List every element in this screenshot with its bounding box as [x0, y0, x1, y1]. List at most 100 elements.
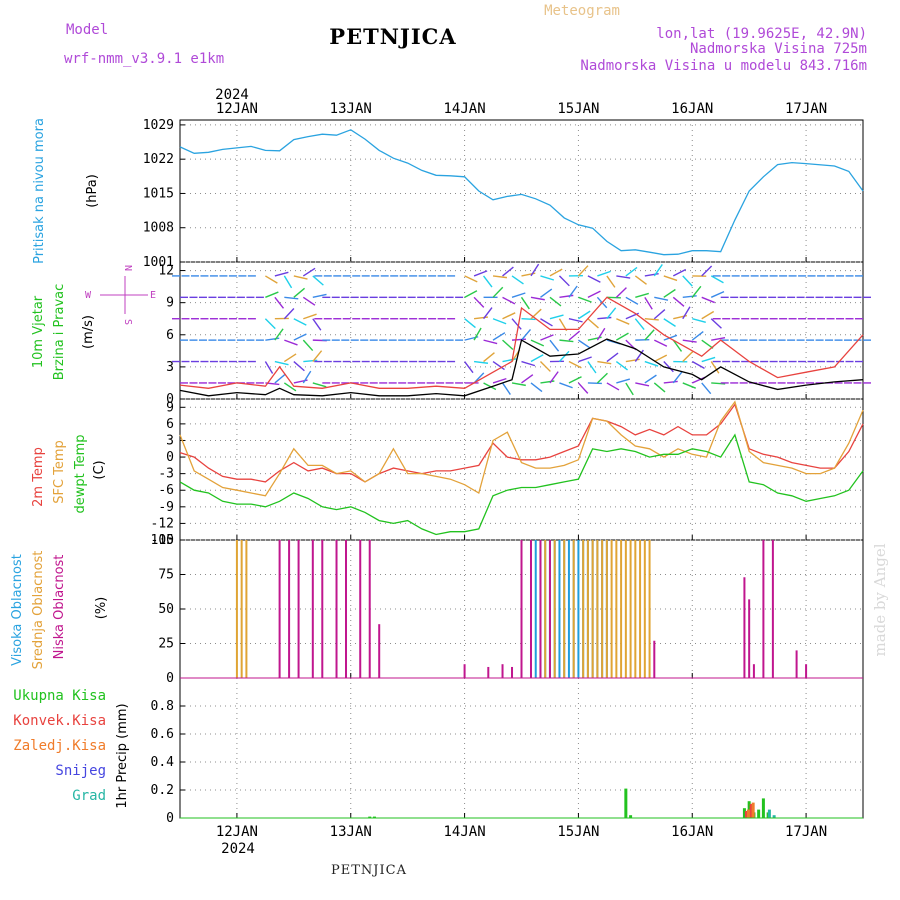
temperature-y-tick-label: -15 — [151, 533, 174, 548]
temperature-ylabel: 2m Temp SFC Temp dewpt Temp (C) — [31, 434, 107, 513]
cloud-low-bar — [748, 599, 751, 678]
wind-arrow — [521, 318, 536, 321]
wind-arrow — [312, 382, 327, 388]
pressure-y-tick-label: 1008 — [143, 221, 174, 236]
wind-arrow — [682, 351, 694, 363]
wind-arrow — [606, 275, 616, 288]
wind-arrow — [464, 275, 478, 283]
wind-arrow — [644, 374, 657, 384]
wind-arrow — [540, 318, 553, 327]
wind-arrow — [312, 293, 327, 299]
cloud-high-bar — [577, 540, 580, 678]
wind-arrow — [691, 360, 705, 369]
legend-total-rain: Ukupna Kisa — [13, 688, 106, 704]
wind-arrow — [302, 267, 316, 277]
wind-arrow — [483, 339, 498, 345]
wind-arrow — [672, 339, 683, 352]
cloud-ylabel-high: Visoka Oblacnost — [10, 554, 25, 666]
wind-arrow — [540, 288, 553, 298]
precip-frozen-bar — [751, 802, 755, 818]
wind-arrow — [511, 292, 526, 298]
wind-arrow — [265, 275, 278, 284]
pressure-y-tick-label: 1029 — [143, 118, 174, 133]
elevation-label: Nadmorska Visina 725m — [690, 41, 867, 57]
wind-arrow — [473, 360, 489, 364]
temperature-ylabel-dewpt: dewpt Temp — [73, 434, 88, 513]
precip-total-bar — [761, 798, 765, 818]
wind-arrow — [663, 288, 676, 298]
temperature-ylabel-sfc: SFC Temp — [52, 440, 67, 504]
cloud-low-bar — [335, 540, 338, 678]
wind-arrow — [521, 374, 534, 384]
cloud-low-bar — [359, 540, 362, 678]
wind-arrow — [710, 361, 720, 374]
model-elevation-label: Nadmorska Visina u modelu 843.716m — [580, 58, 867, 74]
wind-arrow — [549, 296, 562, 307]
wind-arrow — [482, 307, 493, 320]
wind-arrow — [663, 334, 678, 341]
wind-arrow — [274, 328, 284, 341]
date-label-top: 15JAN — [557, 101, 599, 117]
cloud-low-bar — [345, 540, 348, 678]
cloud-low-bar — [762, 540, 765, 678]
wind-gust-line — [179, 296, 864, 389]
cloud-mid-bar — [629, 540, 632, 678]
wind-ylabel-unit: (m/s) — [81, 315, 96, 349]
precip-total-bar — [368, 816, 372, 818]
wind-arrow — [625, 266, 638, 277]
wind-arrow — [616, 378, 631, 384]
temperature-y-tick-label: 0 — [166, 450, 174, 465]
cloud-low-bar — [653, 640, 656, 678]
cloud-y-tick-label: 25 — [158, 637, 174, 652]
date-label-bottom: 13JAN — [330, 824, 372, 840]
wind-arrow — [473, 296, 485, 308]
precip-total-bar — [624, 788, 628, 818]
wind-arrow — [596, 372, 608, 384]
wind-y-tick-label: 0 — [166, 392, 174, 407]
cloud-low-bar — [501, 664, 504, 678]
wind-arrow — [293, 275, 308, 280]
legend-convective-rain: Konvek.Kisa — [13, 713, 106, 729]
wind-arrow — [634, 349, 644, 362]
temperature-sfc-line — [179, 400, 864, 497]
precip-conv-bar — [749, 804, 753, 818]
cloud-mid-bar — [624, 540, 627, 678]
wind-arrow — [283, 275, 293, 289]
wind-arrow — [692, 318, 706, 324]
cloud-mid-bar — [639, 540, 642, 678]
cloud-mid-bar — [245, 540, 248, 678]
cloud-low-bar — [321, 540, 324, 678]
cloud-high-bar — [567, 540, 570, 678]
wind-arrow — [634, 318, 645, 331]
precip-ylabel-unit: 1hr Precip (mm) — [115, 703, 130, 808]
compass-east: E — [150, 290, 156, 301]
wind-arrow — [483, 352, 495, 363]
wind-arrow — [511, 338, 527, 341]
wind-arrow — [701, 310, 715, 320]
temperature-y-tick-label: 3 — [166, 433, 174, 448]
wind-arrow — [682, 306, 691, 320]
wind-y-tick-label: 3 — [166, 360, 174, 375]
wind-arrow — [701, 356, 716, 363]
wind-arrow — [682, 339, 697, 343]
wind-y-tick-label: 6 — [166, 328, 174, 343]
wind-arrow — [710, 275, 724, 284]
precip-total-bar — [742, 808, 746, 818]
precip-y-tick-label: 0.8 — [151, 699, 174, 714]
wind-arrow — [568, 285, 578, 298]
wind-arrow — [682, 295, 697, 299]
precip-y-tick-label: 0.6 — [151, 727, 174, 742]
meteogram-label: Meteogram — [544, 3, 620, 19]
wind-arrow — [511, 318, 522, 330]
wind-arrow — [558, 350, 570, 363]
wind-arrow — [606, 382, 620, 391]
wind-arrow — [501, 382, 511, 395]
wind-arrow — [492, 360, 505, 371]
cloud-mid-bar — [235, 540, 238, 678]
wind-arrow — [303, 359, 318, 363]
cloud-mid-bar — [605, 540, 608, 678]
wind-arrow — [549, 371, 559, 384]
wind-arrow — [625, 382, 634, 396]
cloud-low-bar — [805, 664, 808, 678]
wind-arrow — [492, 318, 507, 325]
